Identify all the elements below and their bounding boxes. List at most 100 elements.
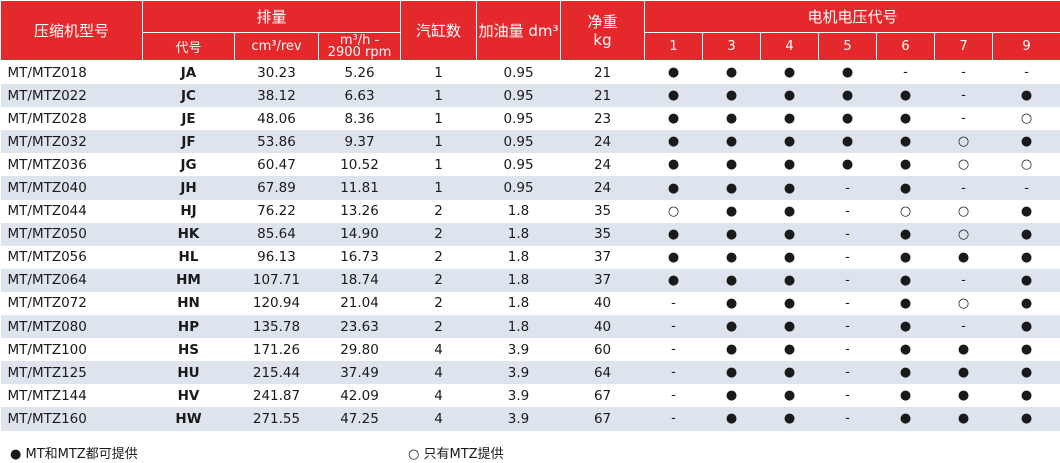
table-row: MT/MTZ040 JH 67.89 11.81 1 0.95 24 ● ● ● - ● - - [0, 176, 1060, 200]
header-m3h-rpm: 2900 rpm [327, 44, 392, 60]
voltage-availability-cell: ● [992, 268, 1060, 292]
voltage-availability-cell: - [818, 199, 877, 223]
voltage-availability-cell: ● [934, 338, 993, 362]
table-body: MT/MTZ018 JA 30.23 5.26 1 0.95 21 ● ● ● ● - - - MT/MTZ… [0, 60, 1060, 431]
oil-cell: 1.8 [476, 268, 561, 292]
voltage-availability-cell: - [818, 315, 877, 339]
cylinders-cell: 1 [400, 60, 477, 85]
m3h-cell: 47.25 [318, 407, 401, 431]
voltage-availability-cell: ○ [934, 291, 993, 316]
code-cell: JA [142, 60, 235, 85]
voltage-availability-cell: - [934, 107, 993, 131]
voltage-availability-cell: ● [876, 384, 935, 408]
model-cell: MT/MTZ032 [0, 130, 143, 154]
code-cell: JF [142, 130, 235, 154]
code-cell: JG [142, 153, 235, 177]
code-cell: JH [142, 176, 235, 200]
voltage-availability-cell: ● [644, 268, 703, 292]
table-header: 压缩机型号 排量 汽缸数 加油量 dm³ 净重 kg 电机电压代号 代号 cm³… [0, 0, 1060, 61]
model-cell: MT/MTZ160 [0, 407, 143, 431]
voltage-availability-cell: ● [876, 268, 935, 292]
voltage-availability-cell: ● [760, 291, 819, 316]
compressor-spec-table: 压缩机型号 排量 汽缸数 加油量 dm³ 净重 kg 电机电压代号 代号 cm³… [0, 0, 1060, 431]
header-voltage-code: 5 [818, 32, 878, 61]
voltage-availability-cell: - [644, 384, 703, 408]
cm3rev-cell: 96.13 [234, 245, 319, 269]
code-cell: HP [142, 315, 235, 339]
voltage-availability-cell: ● [702, 384, 761, 408]
voltage-availability-cell: - [818, 268, 877, 292]
voltage-availability-cell: ● [702, 107, 761, 131]
voltage-availability-cell: ● [818, 153, 877, 177]
model-cell: MT/MTZ040 [0, 176, 143, 200]
voltage-availability-cell: ○ [934, 130, 993, 154]
cm3rev-cell: 53.86 [234, 130, 319, 154]
voltage-availability-cell: - [934, 84, 993, 108]
header-weight-unit: kg [593, 30, 612, 49]
weight-cell: 35 [560, 199, 645, 223]
cylinders-cell: 4 [400, 407, 477, 431]
voltage-availability-cell: ● [760, 199, 819, 223]
oil-cell: 1.8 [476, 315, 561, 339]
voltage-availability-cell: ● [760, 107, 819, 131]
code-cell: HM [142, 268, 235, 292]
cm3rev-cell: 107.71 [234, 268, 319, 292]
voltage-availability-cell: ● [760, 384, 819, 408]
header-voltage: 电机电压代号 [644, 0, 1060, 33]
voltage-availability-cell: ● [644, 107, 703, 131]
voltage-availability-cell: ● [760, 338, 819, 362]
m3h-cell: 10.52 [318, 153, 401, 177]
cm3rev-cell: 60.47 [234, 153, 319, 177]
voltage-availability-cell: ● [876, 153, 935, 177]
cylinders-cell: 2 [400, 268, 477, 292]
table-row: MT/MTZ056 HL 96.13 16.73 2 1.8 37 ● ● ● - ● ● ● [0, 245, 1060, 269]
voltage-availability-cell: ● [876, 222, 935, 246]
cm3rev-cell: 48.06 [234, 107, 319, 131]
voltage-availability-cell: ● [760, 222, 819, 246]
voltage-availability-cell: ● [702, 60, 761, 85]
voltage-availability-cell: ● [644, 153, 703, 177]
voltage-availability-cell: - [934, 60, 993, 85]
voltage-availability-cell: - [934, 268, 993, 292]
cylinders-cell: 1 [400, 107, 477, 131]
voltage-availability-cell: ● [992, 222, 1060, 246]
cm3rev-cell: 241.87 [234, 384, 319, 408]
header-displacement: 排量 [141, 0, 402, 33]
table-row: MT/MTZ018 JA 30.23 5.26 1 0.95 21 ● ● ● ● - - - [0, 60, 1060, 85]
header-weight-label: 净重 [587, 12, 618, 31]
voltage-availability-cell: ● [934, 384, 993, 408]
cm3rev-cell: 85.64 [234, 222, 319, 246]
cylinders-cell: 4 [400, 338, 477, 362]
cm3rev-cell: 215.44 [234, 361, 319, 385]
voltage-availability-cell: ● [992, 407, 1060, 431]
oil-cell: 3.9 [476, 361, 561, 385]
table-row: MT/MTZ044 HJ 76.22 13.26 2 1.8 35 ○ ● ● - ○ ○ ● [0, 199, 1060, 223]
model-cell: MT/MTZ144 [0, 384, 143, 408]
m3h-cell: 21.04 [318, 291, 401, 316]
voltage-availability-cell: ● [644, 84, 703, 108]
voltage-availability-cell: ● [702, 338, 761, 362]
voltage-availability-cell: ● [644, 222, 703, 246]
voltage-availability-cell: ● [992, 315, 1060, 339]
header-model: 压缩机型号 [0, 0, 143, 61]
voltage-availability-cell: ● [760, 245, 819, 269]
voltage-availability-cell: ● [876, 176, 935, 200]
header-cm3rev: cm³/rev [234, 32, 319, 61]
voltage-availability-cell: ● [644, 60, 703, 85]
voltage-availability-cell: - [644, 407, 703, 431]
model-cell: MT/MTZ064 [0, 268, 143, 292]
header-voltage-code: 3 [702, 32, 762, 61]
cylinders-cell: 2 [400, 199, 477, 223]
voltage-availability-cell: ○ [992, 107, 1060, 131]
model-cell: MT/MTZ018 [0, 60, 143, 85]
voltage-availability-cell: ● [760, 84, 819, 108]
table-row: MT/MTZ064 HM 107.71 18.74 2 1.8 37 ● ● ● - ● - ● [0, 268, 1060, 292]
voltage-availability-cell: ● [702, 315, 761, 339]
voltage-availability-cell: ● [760, 315, 819, 339]
weight-cell: 67 [560, 384, 645, 408]
weight-cell: 37 [560, 268, 645, 292]
weight-cell: 24 [560, 130, 645, 154]
model-cell: MT/MTZ036 [0, 153, 143, 177]
table-row: MT/MTZ022 JC 38.12 6.63 1 0.95 21 ● ● ● ● ● - ● [0, 84, 1060, 108]
